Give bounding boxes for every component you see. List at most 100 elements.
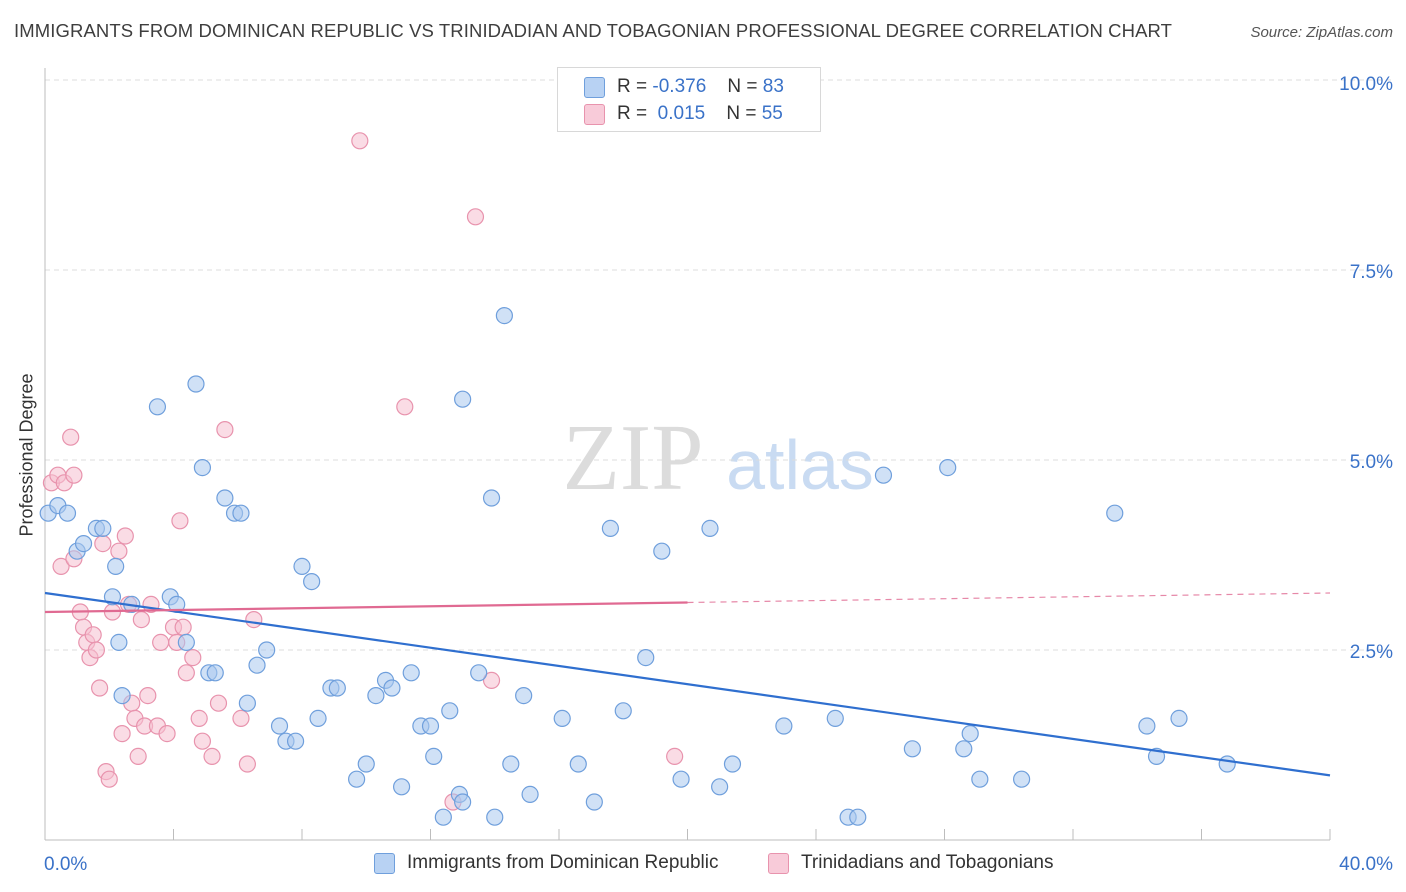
data-point-trinidadian <box>110 542 128 560</box>
data-point-dominican <box>521 785 539 804</box>
data-point-dominican <box>270 717 289 735</box>
data-point-dominican <box>187 375 205 393</box>
data-point-dominican <box>258 641 276 659</box>
data-point-dominican <box>248 656 266 674</box>
data-point-dominican <box>402 664 420 682</box>
data-point-dominican <box>392 778 411 796</box>
watermark-atlas: atlas <box>726 426 874 504</box>
data-point-dominican <box>110 633 128 652</box>
legend-label: Immigrants from Dominican Republic <box>407 852 719 873</box>
data-point-trinidadian <box>466 208 485 226</box>
data-point-dominican <box>939 459 957 477</box>
data-point-dominican <box>637 648 655 667</box>
data-point-dominican <box>238 694 256 712</box>
data-point-dominican <box>826 709 844 728</box>
y-tick-label: 5.0% <box>1350 452 1393 473</box>
data-point-dominican <box>434 808 452 826</box>
data-point-dominican <box>74 534 93 553</box>
data-point-dominican <box>177 633 195 652</box>
data-point-dominican <box>495 307 513 325</box>
data-point-dominican <box>206 664 224 682</box>
data-point-trinidadian <box>100 770 118 788</box>
data-point-dominican <box>1106 504 1124 522</box>
y-tick-label: 7.5% <box>1350 262 1393 283</box>
legend-r-label: R = <box>617 103 648 124</box>
x-tick-label: 40.0% <box>1339 854 1393 875</box>
correlation-legend: R = -0.376 N = 83 R = 0.015 N = 55 <box>557 67 821 132</box>
data-point-trinidadian <box>65 466 83 484</box>
data-point-dominican <box>94 519 112 538</box>
data-point-dominican <box>441 702 459 720</box>
data-point-trinidadian <box>94 534 112 553</box>
data-point-trinidadian <box>139 686 157 705</box>
axes <box>44 68 1331 841</box>
data-point-trinidadian <box>177 664 195 682</box>
data-point-dominican <box>1218 755 1236 773</box>
bottom-legend-trinidadian: Trinidadians and Tobagonians <box>768 852 1053 874</box>
data-point-trinidadian <box>245 610 263 629</box>
watermark-zip: ZIP <box>563 406 704 510</box>
data-point-dominican <box>357 755 375 773</box>
data-point-dominican <box>328 679 346 697</box>
data-point-trinidadian <box>184 648 202 667</box>
data-point-trinidadian <box>482 671 501 690</box>
legend-r-label: R = <box>617 76 648 97</box>
data-point-dominican <box>421 717 440 735</box>
data-point-dominican <box>723 755 742 773</box>
data-point-dominican <box>775 717 793 735</box>
data-point-trinidadian <box>666 747 684 766</box>
data-point-dominican <box>470 664 488 682</box>
legend-row-dominican: R = -0.376 N = 83 <box>584 75 784 99</box>
data-point-dominican <box>293 557 311 576</box>
trend-lines <box>44 591 1331 777</box>
data-point-trinidadian <box>216 421 234 439</box>
data-point-dominican <box>874 466 893 484</box>
data-point-dominican <box>961 724 979 743</box>
y-tick-label: 10.0% <box>1339 74 1393 95</box>
tick-labels: 2.5% 5.0% 7.5% 10.0% 0.0% 40.0% <box>44 74 1393 875</box>
legend-swatch-blue <box>374 852 395 874</box>
data-point-dominican <box>1138 717 1156 735</box>
data-point-dominican <box>216 489 234 507</box>
data-point-trinidadian <box>52 557 70 576</box>
data-point-dominican <box>553 709 571 728</box>
data-point-dominican <box>971 770 989 788</box>
legend-n-label: N = <box>726 103 757 124</box>
legend-label: Trinidadians and Tobagonians <box>801 852 1054 873</box>
data-point-dominican <box>193 459 212 477</box>
data-point-dominican <box>502 755 520 773</box>
legend-r-value: -0.376 <box>652 76 707 97</box>
data-point-trinidadian <box>351 132 369 150</box>
trend-line-trinidadian <box>44 601 688 614</box>
data-point-dominican <box>601 519 620 538</box>
trend-line-dominican <box>44 591 1331 777</box>
data-point-trinidadian <box>174 618 192 636</box>
x-tick-label: 0.0% <box>44 854 87 875</box>
data-point-dominican <box>113 686 131 705</box>
trend-line-trinidadian-extension <box>687 592 1331 604</box>
legend-swatch-blue <box>584 76 605 98</box>
data-point-trinidadian <box>91 679 109 697</box>
data-point-dominican <box>454 793 472 811</box>
data-point-dominican <box>367 686 385 705</box>
data-point-dominican <box>309 709 327 728</box>
data-point-dominican <box>348 770 366 788</box>
data-point-trinidadian <box>152 633 170 652</box>
data-point-dominican <box>701 519 719 538</box>
y-tick-label: 2.5% <box>1350 642 1393 663</box>
source-label: Source: ZipAtlas.com <box>1250 24 1393 41</box>
legend-n-label: N = <box>727 76 758 97</box>
legend-n-value: 83 <box>762 76 784 97</box>
chart-title: IMMIGRANTS FROM DOMINICAN REPUBLIC VS TR… <box>14 20 1173 41</box>
data-point-trinidadian <box>171 512 189 530</box>
data-point-dominican <box>107 557 125 576</box>
data-point-trinidadian <box>113 724 131 743</box>
data-point-trinidadian <box>396 398 414 416</box>
data-point-dominican <box>148 398 167 416</box>
data-point-trinidadian <box>203 747 221 766</box>
watermark: ZIP atlas <box>563 406 874 510</box>
data-point-trinidadian <box>129 747 147 766</box>
data-point-dominican <box>303 572 321 591</box>
grid <box>45 79 1393 651</box>
